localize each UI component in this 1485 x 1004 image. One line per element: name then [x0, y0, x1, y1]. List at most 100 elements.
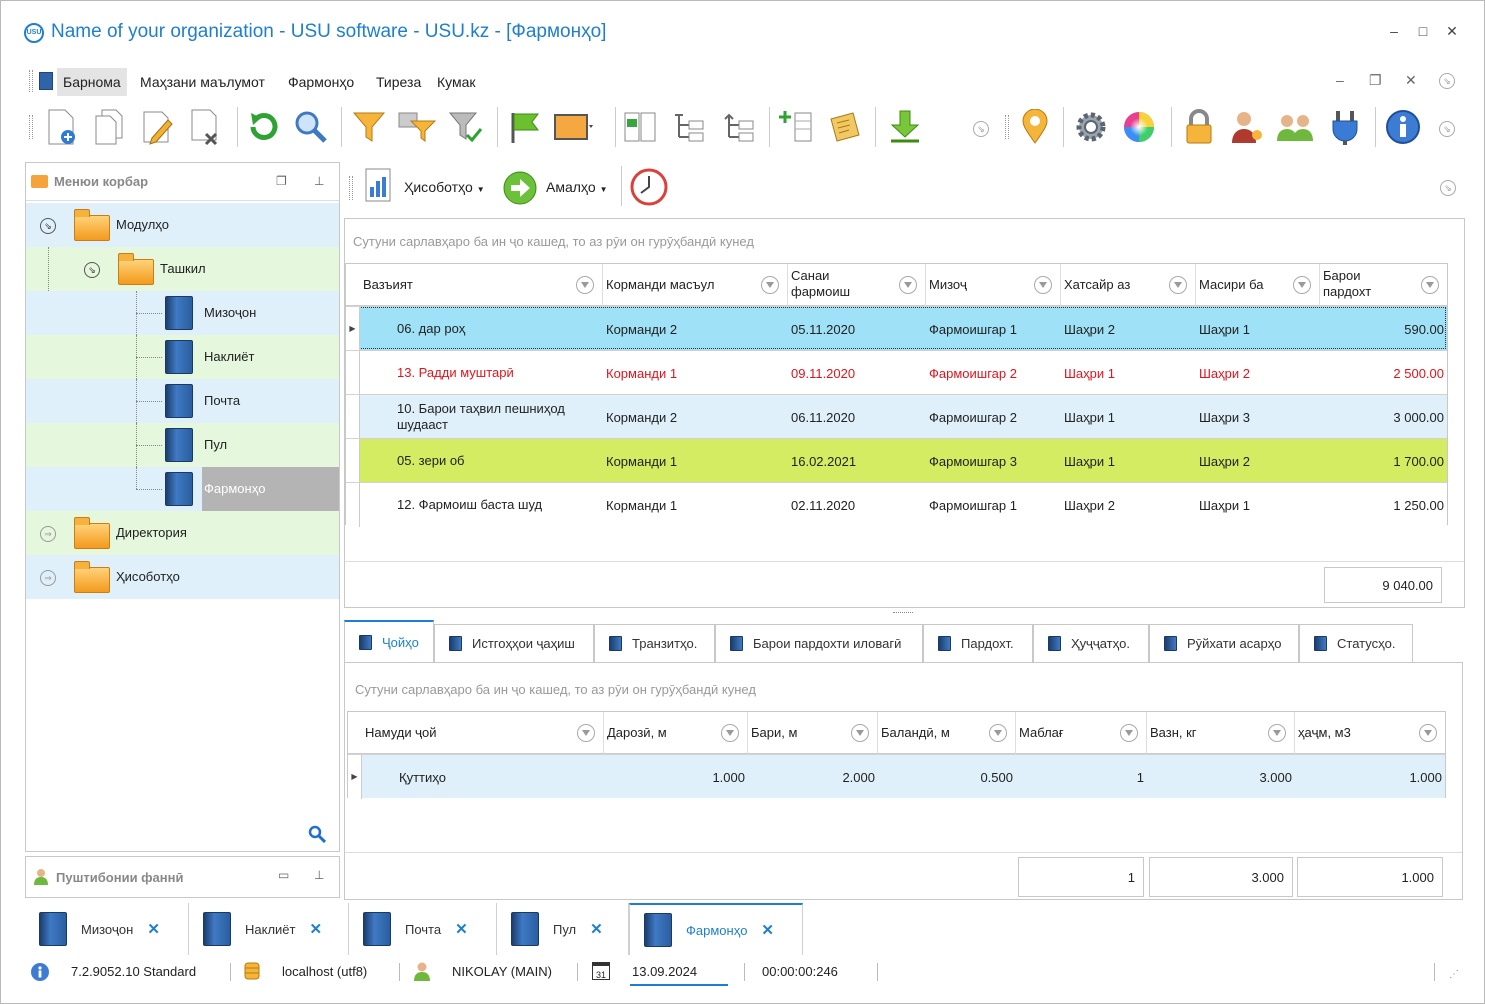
mdi-close-button[interactable]: ✕: [1405, 72, 1417, 88]
reports-icon[interactable]: [364, 167, 394, 203]
filter-icon[interactable]: [1169, 276, 1187, 294]
add-column-icon[interactable]: [777, 107, 817, 147]
restore-panel-icon[interactable]: ❐: [276, 174, 287, 188]
notes-icon[interactable]: [825, 107, 865, 147]
image-icon[interactable]: [553, 107, 593, 147]
column-header[interactable]: Корманди масъул: [603, 264, 788, 306]
info-icon[interactable]: [1383, 107, 1423, 147]
tab-documents[interactable]: Ҳуҷҷатҳо.: [1033, 624, 1149, 662]
filter-icon[interactable]: [349, 107, 389, 147]
actions-icon[interactable]: [502, 170, 538, 206]
location-pin-icon[interactable]: [1015, 107, 1055, 147]
toolbar-expand-icon[interactable]: ⇘: [973, 121, 989, 137]
toolbar-expand-icon-2[interactable]: ⇘: [1439, 121, 1455, 137]
column-header[interactable]: Бари, м: [748, 712, 878, 754]
close-tab-icon[interactable]: ✕: [309, 921, 323, 938]
copy-record-icon[interactable]: [89, 107, 129, 147]
tree-item-reports[interactable]: ⇒ Ҳисоботҳо: [26, 555, 339, 599]
delete-record-icon[interactable]: [185, 107, 225, 147]
table-row[interactable]: 12. Фармоиш баста шуд Корманди 1 02.11.202…: [346, 482, 1447, 527]
close-tab-icon[interactable]: ✕: [147, 921, 160, 938]
refresh-icon[interactable]: [243, 107, 283, 147]
search-icon[interactable]: [308, 825, 327, 844]
column-header[interactable]: ҳаҷм, м3: [1295, 712, 1445, 754]
subtoolbar-expand-icon[interactable]: ⇘: [1440, 180, 1456, 196]
lock-icon[interactable]: [1179, 107, 1219, 147]
reports-dropdown[interactable]: Ҳисоботҳо ▼: [404, 179, 485, 195]
column-header[interactable]: Мизоҷ: [926, 264, 1061, 306]
tab-statuses[interactable]: Статусҳо.: [1299, 624, 1413, 662]
add-record-icon[interactable]: [41, 107, 81, 147]
collapse-icon[interactable]: ⇘: [40, 218, 56, 234]
table-row[interactable]: ▶ 06. дар роҳ Корманди 2 05.11.2020 Фармоишг…: [346, 306, 1447, 351]
menu-help[interactable]: Кумак: [437, 74, 476, 90]
filter-clear-icon[interactable]: [445, 107, 485, 147]
minimize-button[interactable]: –: [1390, 23, 1398, 39]
tab-works[interactable]: Рӯйхати асарҳо: [1149, 624, 1299, 662]
filter-icon[interactable]: [851, 724, 869, 742]
doc-tab-orders[interactable]: Фармонҳо ✕: [629, 903, 803, 955]
column-header[interactable]: Маблағ: [1016, 712, 1147, 754]
close-tab-icon[interactable]: ✕: [455, 921, 468, 938]
menu-orders[interactable]: Фармонҳо: [288, 74, 355, 90]
tab-extra-payment[interactable]: Барои пардохти иловагӣ: [715, 624, 923, 662]
tab-stops[interactable]: Истгоҳҳои ҷаҳиш: [434, 624, 594, 662]
column-header[interactable]: Санаи фармоиш: [788, 264, 926, 306]
doc-tab-money[interactable]: Пул ✕: [497, 903, 629, 955]
menu-grip[interactable]: [29, 70, 33, 92]
pin-icon[interactable]: ⊥: [314, 868, 325, 882]
pin-icon[interactable]: ⊥: [314, 174, 325, 188]
column-header[interactable]: Вазъият: [360, 264, 603, 306]
collapse-icon[interactable]: ⇘: [84, 262, 100, 278]
column-header[interactable]: Хатсайр аз: [1061, 264, 1196, 306]
splitter-handle[interactable]: [893, 612, 913, 615]
tree-item-directory[interactable]: ⇒ Директория: [26, 511, 339, 555]
maximize-button[interactable]: □: [1418, 23, 1428, 39]
tab-payment[interactable]: Пардохт.: [923, 624, 1033, 662]
filter-icon[interactable]: [899, 276, 917, 294]
close-tab-icon[interactable]: ✕: [761, 922, 774, 939]
column-header[interactable]: Дарозӣ, м: [604, 712, 748, 754]
filter-icon[interactable]: [1120, 724, 1138, 742]
toolbar-grip[interactable]: [1005, 115, 1009, 139]
tree-item-clients[interactable]: Мизоҷон: [26, 291, 339, 335]
close-button[interactable]: ✕: [1446, 23, 1458, 39]
doc-tab-clients[interactable]: Мизоҷон ✕: [25, 903, 189, 955]
column-header[interactable]: Масири ба: [1196, 264, 1320, 306]
edit-record-icon[interactable]: [137, 107, 177, 147]
collapse-tree-icon[interactable]: [719, 107, 759, 147]
flag-icon[interactable]: [505, 107, 545, 147]
search-icon[interactable]: [291, 107, 331, 147]
expand-icon[interactable]: ⇒: [40, 526, 56, 542]
color-palette-icon[interactable]: [1119, 107, 1159, 147]
toolbar-grip[interactable]: [349, 176, 353, 200]
group-columns-icon[interactable]: [621, 107, 661, 147]
tree-item-transport[interactable]: Наклиёт: [26, 335, 339, 379]
tree-item-orders[interactable]: Фармонҳо: [26, 467, 339, 511]
mdi-restore-button[interactable]: ❐: [1369, 72, 1382, 88]
close-tab-icon[interactable]: ✕: [590, 921, 603, 938]
user-key-icon[interactable]: [1227, 107, 1267, 147]
table-row[interactable]: 13. Радди муштарӣ Корманди 1 09.11.2020 Фар…: [346, 350, 1447, 395]
table-row[interactable]: 05. зери об Корманди 1 16.02.2021 Фармоишга…: [346, 438, 1447, 483]
clock-icon[interactable]: [630, 168, 668, 206]
download-icon[interactable]: [885, 107, 925, 147]
plugin-icon[interactable]: [1325, 107, 1365, 147]
actions-dropdown[interactable]: Амалҳо ▼: [546, 179, 608, 195]
doc-tab-mail[interactable]: Почта ✕: [349, 903, 497, 955]
tree-item-org[interactable]: ⇘ Ташкил: [26, 247, 339, 291]
settings-gear-icon[interactable]: [1071, 107, 1111, 147]
table-row[interactable]: 10. Барои таҳвил пешниҳод шудааст Корманд…: [346, 394, 1447, 439]
expand-tree-icon[interactable]: [669, 107, 709, 147]
column-header[interactable]: Намуди ҷой: [362, 712, 604, 754]
minimize-panel-icon[interactable]: ▭: [278, 868, 290, 882]
menu-expand-icon[interactable]: ⇘: [1439, 73, 1455, 89]
filter-icon[interactable]: [1293, 276, 1311, 294]
tab-places[interactable]: Ҷойҳо: [344, 620, 434, 663]
filter-icon[interactable]: [1419, 724, 1437, 742]
doc-tab-transport[interactable]: Наклиёт ✕: [189, 903, 349, 955]
filter-icon[interactable]: [761, 276, 779, 294]
filter-icon[interactable]: [1421, 276, 1439, 294]
users-group-icon[interactable]: [1275, 107, 1315, 147]
tree-item-money[interactable]: Пул: [26, 423, 339, 467]
